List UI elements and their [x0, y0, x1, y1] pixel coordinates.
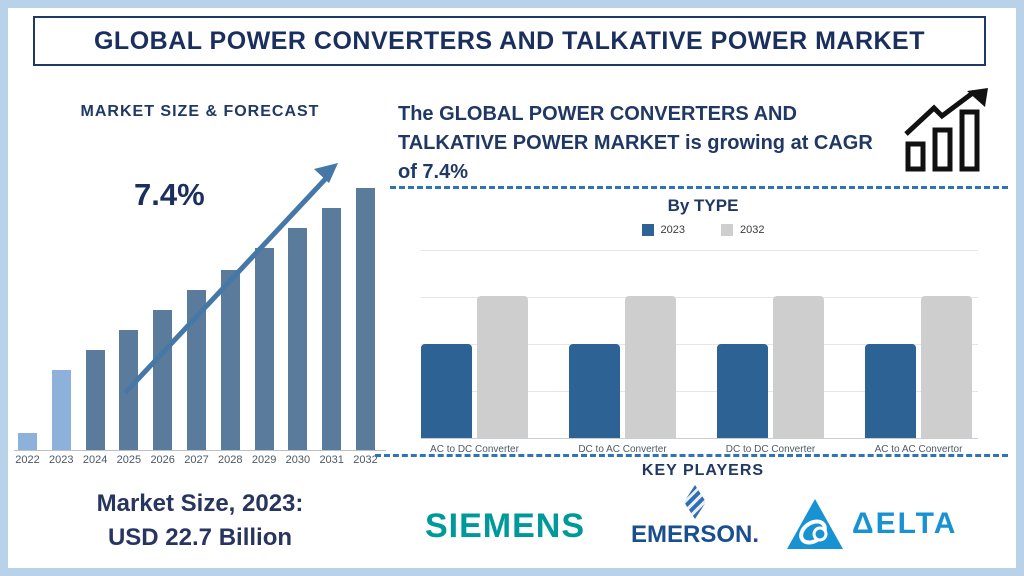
market-size-line1: Market Size, 2023:: [96, 490, 304, 517]
delta-wordmark: ΔELTA: [852, 507, 958, 540]
legend-swatch: [641, 224, 654, 236]
emerson-wordmark: EMERSON.: [630, 521, 759, 548]
market-size-callout: Market Size, 2023: USD 22.7 Billion: [14, 487, 386, 554]
forecast-bar-2032: [356, 188, 375, 450]
bytype-category-label: AC to AC Convertor: [874, 444, 963, 455]
forecast-bar-2025: [119, 330, 139, 450]
forecast-year-label: 2032: [353, 454, 378, 466]
gridline: [421, 344, 978, 345]
forecast-year-label: 2023: [49, 454, 74, 466]
forecast-year-label: 2027: [184, 454, 209, 466]
forecast-year-label: 2028: [218, 454, 243, 466]
forecast-year-label: 2022: [15, 454, 40, 466]
delta-triangle-icon: [787, 499, 843, 549]
legend-item-2023: 2023: [641, 224, 685, 236]
bytype-bar-2023: [717, 344, 768, 438]
legend-label: 2032: [740, 224, 765, 236]
divider-top: [390, 186, 1008, 189]
forecast-year-label: 2025: [116, 454, 142, 466]
bytype-plot: AC to DC Converter DC to AC Converter DC t…: [421, 250, 978, 455]
market-size-line2: USD 22.7 Billion: [107, 523, 293, 551]
forecast-year-label: 2029: [251, 454, 277, 466]
bytype-bar-2032: [625, 296, 676, 438]
forecast-chart: 2022 2023 2024 2025 2026 2027 2028 2029 2030 2031…: [14, 155, 386, 466]
siemens-logo: SIEMENS: [425, 507, 586, 545]
forecast-bar-2029: [254, 248, 274, 450]
emerson-diamond-icon: [684, 485, 706, 519]
forecast-year-label: 2024: [82, 454, 108, 466]
gridline: [421, 250, 978, 251]
forecast-bar-2027: [187, 290, 206, 450]
forecast-bar-2028: [220, 270, 240, 450]
forecast-year-label: 2031: [319, 454, 344, 466]
bytype-bar-2023: [865, 344, 916, 438]
title-banner: GLOBAL POWER CONVERTERS AND TALKATIVE PO…: [33, 16, 986, 66]
bytype-group: [865, 296, 972, 438]
bytype-group: [421, 296, 528, 438]
forecast-year-label: 2030: [285, 454, 311, 466]
forecast-bar-2024: [85, 350, 105, 450]
bytype-bar-2032: [477, 296, 528, 438]
bytype-bar-2032: [921, 296, 972, 438]
bytype-heading: By TYPE: [667, 196, 739, 215]
divider-bottom: [375, 454, 1008, 457]
cagr-label: 7.4%: [134, 177, 205, 212]
bytype-group: [717, 296, 824, 438]
legend-item-2032: 2032: [721, 224, 764, 236]
forecast-year-label: 2026: [150, 454, 175, 466]
legend-label: 2023: [660, 224, 685, 236]
delta-logo: ΔELTA: [786, 498, 957, 550]
bytype-legend: 2023 2032: [398, 224, 1008, 236]
bytype-bar-2023: [421, 344, 472, 438]
growth-statement: The GLOBAL POWER CONVERTERS AND TALKATIV…: [398, 103, 873, 183]
bytype-bar-2032: [773, 296, 824, 438]
legend-swatch: [721, 224, 733, 236]
forecast-heading: MARKET SIZE & FORECAST: [80, 103, 320, 120]
page-title: GLOBAL POWER CONVERTERS AND TALKATIVE PO…: [93, 26, 926, 55]
bytype-bar-2023: [569, 344, 620, 438]
forecast-bar-2022: [18, 433, 37, 450]
gridline: [421, 391, 978, 392]
forecast-bar-2026: [153, 310, 173, 450]
growth-chart-icon: [904, 88, 988, 172]
keyplayers-heading: KEY PLAYERS: [641, 462, 765, 479]
bytype-category-label: AC to DC Converter: [430, 444, 519, 455]
gridline: [421, 297, 978, 298]
forecast-bar-2023: [51, 370, 71, 450]
emerson-logo: EMERSON.: [620, 485, 770, 549]
bytype-category-label: DC to DC Converter: [725, 444, 816, 455]
forecast-bar-2030: [288, 228, 308, 450]
bytype-group: [569, 296, 676, 438]
forecast-bar-2031: [322, 208, 342, 450]
bytype-category-label: DC to AC Converter: [578, 444, 667, 455]
